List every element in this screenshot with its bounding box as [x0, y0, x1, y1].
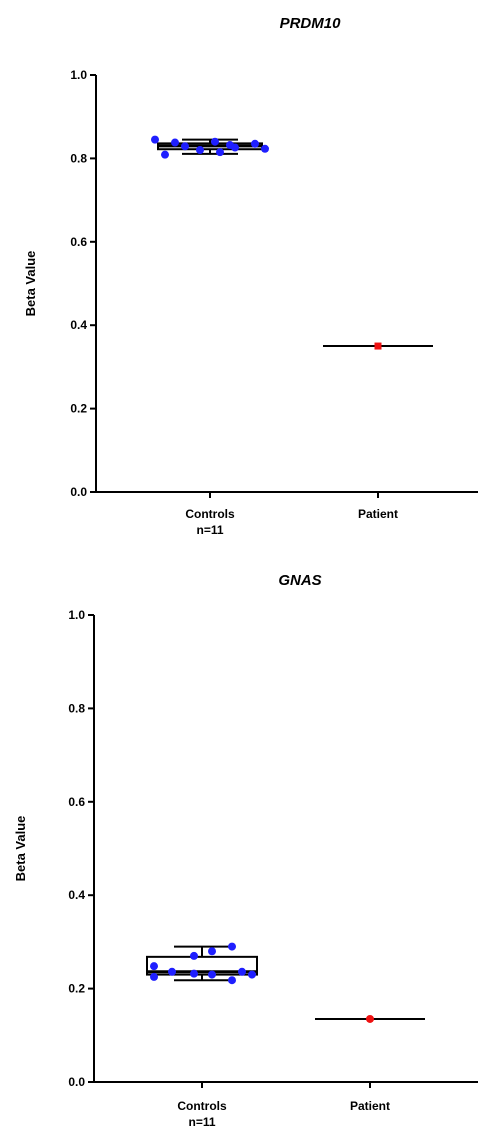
data-point — [248, 970, 256, 979]
y-tick-label: 0.4 — [70, 318, 87, 332]
data-point — [151, 135, 159, 144]
x-tick-label: Controls — [185, 507, 235, 521]
data-point — [190, 969, 198, 978]
chart-panel-2: GNAS Beta Value 0.0 0.2 0.4 0.6 0.8 1.0 Controls… — [13, 572, 478, 1129]
chart-panel-1: PRDM10 Beta Value 0.0 0.2 0.4 0.6 0.8 1.0 Contro… — [23, 15, 478, 537]
data-point — [150, 972, 158, 981]
data-point — [251, 139, 259, 148]
data-point — [208, 970, 216, 979]
y-tick-label: 1.0 — [70, 68, 87, 82]
data-point — [211, 137, 219, 146]
data-point — [171, 138, 179, 147]
data-point — [161, 150, 169, 159]
data-point — [228, 976, 236, 985]
data-point — [208, 947, 216, 956]
y-axis-label: Beta Value — [23, 251, 38, 317]
data-point — [238, 967, 246, 976]
data-point — [231, 143, 239, 152]
data-point — [366, 1014, 374, 1023]
y-tick-label: 0.2 — [68, 982, 85, 996]
x-tick-label: Patient — [358, 507, 398, 521]
data-point — [168, 967, 176, 976]
x-tick-sublabel: n=11 — [188, 1115, 215, 1129]
y-tick-label: 0.4 — [68, 888, 85, 902]
y-axis-label: Beta Value — [13, 816, 28, 882]
data-point — [196, 146, 204, 155]
y-tick-label: 0.0 — [70, 485, 87, 499]
data-point — [216, 148, 224, 157]
data-point — [374, 342, 382, 350]
chart-title: PRDM10 — [280, 15, 342, 32]
data-point — [190, 951, 198, 960]
x-tick-label: Controls — [177, 1099, 227, 1113]
data-point — [261, 144, 269, 153]
y-tick-label: 1.0 — [68, 608, 85, 622]
y-tick-label: 0.8 — [70, 151, 87, 165]
y-tick-label: 0.6 — [68, 795, 85, 809]
y-tick-label: 0.0 — [68, 1075, 85, 1089]
y-tick-label: 0.8 — [68, 701, 85, 715]
y-tick-label: 0.6 — [70, 235, 87, 249]
x-tick-label: Patient — [350, 1099, 390, 1113]
y-tick-label: 0.2 — [70, 402, 87, 416]
data-point — [181, 142, 189, 151]
data-point — [228, 942, 236, 951]
data-point — [150, 962, 158, 971]
x-tick-sublabel: n=11 — [196, 523, 223, 537]
chart-title: GNAS — [278, 572, 321, 589]
